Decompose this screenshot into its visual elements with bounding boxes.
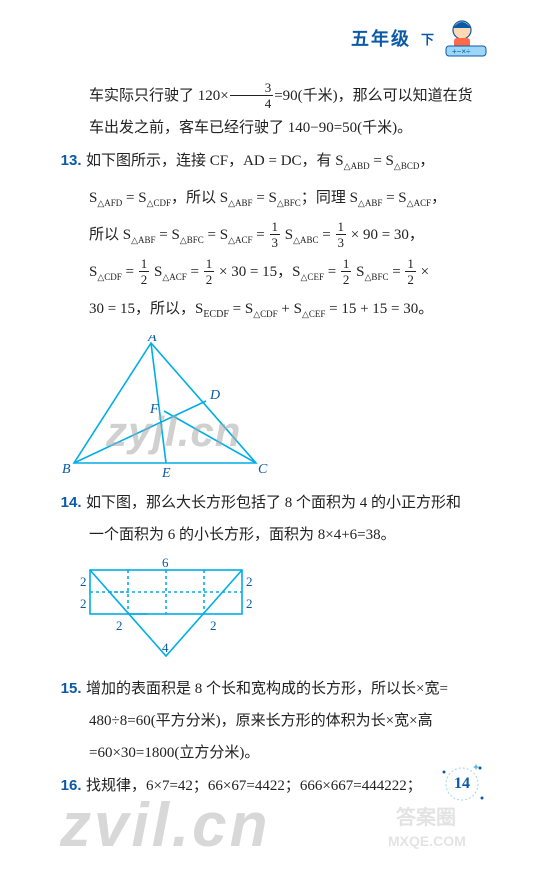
figure-14: 6 2 2 2 2 2 2 4 <box>56 556 494 666</box>
fig13-label-C: C <box>258 462 268 477</box>
svg-text:答案圈: 答案圈 <box>396 805 456 829</box>
fig14-label-6: 6 <box>162 556 169 570</box>
fig14-label-2b: 2 <box>80 596 87 611</box>
fig13-label-A: A <box>147 335 157 345</box>
q13-line-2: S△AFD = S△CDF，所以 S△ABF = S△BFC；同理 S△ABF … <box>56 184 494 218</box>
fig14-label-2d: 2 <box>246 596 253 611</box>
question-number: 13. <box>56 146 86 175</box>
fig14-label-2c: 2 <box>246 574 253 589</box>
svg-text:MXQE.COM: MXQE.COM <box>388 833 466 849</box>
q13-line-5: 30 = 15，所以，SECDF = S△CDF + S△CEF = 15 + … <box>56 295 494 329</box>
cont-line-1: 车实际只行驶了 120×34=90(千米)，那么可以知道在货 <box>56 82 494 111</box>
q15-line-1: 15.增加的表面积是 8 个长和宽构成的长方形，所以长×宽= <box>56 674 494 704</box>
content-body: 车实际只行驶了 120×34=90(千米)，那么可以知道在货 车出发之前，客车已… <box>56 82 494 801</box>
fig13-label-B: B <box>62 462 71 477</box>
svg-text:+−×÷: +−×÷ <box>452 47 471 56</box>
question-number: 14. <box>56 488 86 517</box>
figure-13: A B C D E F <box>56 335 494 480</box>
fraction: 34 <box>230 81 274 110</box>
question-number: 15. <box>56 674 86 703</box>
q13-line-1: 13.如下图所示，连接 CF，AD = DC，有 S△ABD = S△BCD， <box>56 146 494 181</box>
fig14-label-4: 4 <box>162 640 169 655</box>
fig13-label-F: F <box>149 402 159 417</box>
q16-line-1: 16.找规律，6×7=42；66×67=4422；666×667=444222； <box>56 771 494 801</box>
q13-line-4: S△CDF = 12 S△ACF = 12 × 30 = 15，S△CEF = … <box>56 258 494 292</box>
grade-sub: 下 <box>421 29 434 48</box>
mascot-icon: +−×÷ <box>444 18 488 58</box>
q15-line-3: =60×30=1800(立方分米)。 <box>56 739 494 768</box>
question-number: 16. <box>56 771 86 800</box>
q14-line-2: 一个面积为 6 的小长方形，面积为 8×4+6=38。 <box>56 521 494 550</box>
cont-line-2: 车出发之前，客车已经行驶了 140−90=50(千米)。 <box>56 114 494 143</box>
fig14-label-2e: 2 <box>116 618 123 633</box>
q14-line-1: 14.如下图，那么大长方形包括了 8 个面积为 4 的小正方形和 <box>56 488 494 518</box>
page-header: 五年级 下 +−×÷ <box>351 18 488 58</box>
q15-line-2: 480÷8=60(平方分米)，原来长方形的体积为长×宽×高 <box>56 707 494 736</box>
q13-line-3: 所以 S△ABF = S△BFC = S△ACF = 13 S△ABC = 13… <box>56 221 494 255</box>
watermark-logo: 答案圈 MXQE.COM <box>384 800 494 856</box>
grade-title: 五年级 <box>351 25 411 51</box>
fig14-label-2a: 2 <box>80 574 87 589</box>
fig14-label-2f: 2 <box>210 618 217 633</box>
fig13-label-D: D <box>209 388 220 403</box>
fig13-label-E: E <box>161 466 171 480</box>
